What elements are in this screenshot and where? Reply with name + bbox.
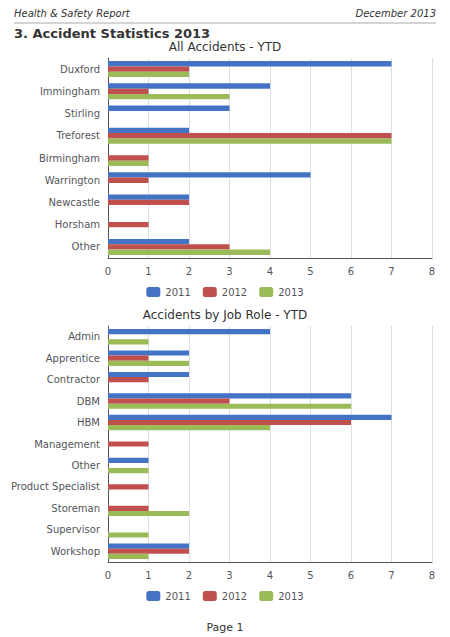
svg-text:2012: 2012 bbox=[222, 591, 247, 602]
svg-text:2: 2 bbox=[186, 570, 192, 581]
svg-text:Other: Other bbox=[72, 460, 101, 471]
svg-text:December 2013: December 2013 bbox=[356, 8, 436, 19]
svg-text:2013: 2013 bbox=[278, 287, 303, 298]
svg-text:4: 4 bbox=[267, 570, 273, 581]
svg-text:Birmingham: Birmingham bbox=[39, 153, 100, 164]
svg-text:6: 6 bbox=[348, 266, 354, 277]
svg-text:Apprentice: Apprentice bbox=[46, 353, 100, 364]
svg-text:1: 1 bbox=[145, 570, 151, 581]
svg-text:2011: 2011 bbox=[165, 287, 190, 298]
svg-text:Immingham: Immingham bbox=[40, 86, 100, 97]
svg-text:Accidents by Job Role - YTD: Accidents by Job Role - YTD bbox=[143, 308, 307, 322]
svg-text:Treforest: Treforest bbox=[56, 130, 101, 141]
svg-text:Admin: Admin bbox=[68, 331, 100, 342]
svg-text:Product Specialist: Product Specialist bbox=[11, 481, 100, 492]
svg-text:Newcastle: Newcastle bbox=[49, 197, 101, 208]
svg-text:0: 0 bbox=[105, 266, 111, 277]
svg-text:3: 3 bbox=[226, 570, 232, 581]
svg-text:5: 5 bbox=[307, 266, 313, 277]
svg-text:Management: Management bbox=[34, 439, 100, 450]
svg-text:2011: 2011 bbox=[165, 591, 190, 602]
svg-text:2012: 2012 bbox=[222, 287, 247, 298]
svg-text:4: 4 bbox=[267, 266, 273, 277]
svg-text:Supervisor: Supervisor bbox=[47, 524, 101, 535]
svg-text:0: 0 bbox=[105, 570, 111, 581]
svg-text:Contractor: Contractor bbox=[47, 374, 101, 385]
svg-text:8: 8 bbox=[429, 570, 435, 581]
svg-text:1: 1 bbox=[145, 266, 151, 277]
svg-text:3. Accident Statistics 2013: 3. Accident Statistics 2013 bbox=[14, 26, 210, 41]
svg-text:6: 6 bbox=[348, 570, 354, 581]
svg-text:2013: 2013 bbox=[278, 591, 303, 602]
svg-text:5: 5 bbox=[307, 570, 313, 581]
svg-text:HBM: HBM bbox=[77, 417, 100, 428]
svg-text:2: 2 bbox=[186, 266, 192, 277]
svg-text:All Accidents - YTD: All Accidents - YTD bbox=[169, 40, 282, 54]
svg-text:Storeman: Storeman bbox=[51, 503, 100, 514]
svg-text:Duxford: Duxford bbox=[60, 64, 100, 75]
svg-text:Other: Other bbox=[72, 241, 101, 252]
svg-text:8: 8 bbox=[429, 266, 435, 277]
svg-text:Stirling: Stirling bbox=[65, 108, 100, 119]
svg-text:7: 7 bbox=[388, 570, 394, 581]
svg-text:Horsham: Horsham bbox=[55, 219, 100, 230]
svg-text:3: 3 bbox=[226, 266, 232, 277]
svg-text:DBM: DBM bbox=[77, 396, 100, 407]
svg-text:Workshop: Workshop bbox=[51, 546, 100, 557]
svg-text:7: 7 bbox=[388, 266, 394, 277]
svg-text:Warrington: Warrington bbox=[45, 175, 100, 186]
svg-text:Health & Safety Report: Health & Safety Report bbox=[14, 8, 131, 19]
svg-text:Page 1: Page 1 bbox=[206, 621, 243, 634]
